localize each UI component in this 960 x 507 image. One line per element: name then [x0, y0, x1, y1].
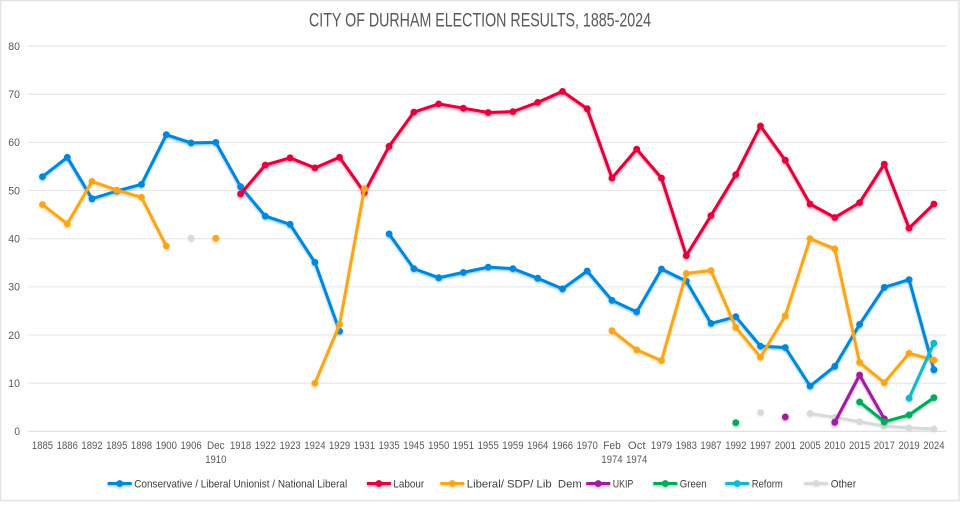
svg-text:Green: Green	[680, 478, 707, 490]
svg-text:1983: 1983	[676, 440, 697, 452]
svg-text:10: 10	[8, 378, 20, 390]
svg-text:70: 70	[8, 89, 20, 101]
svg-text:UKIP: UKIP	[613, 478, 634, 490]
svg-text:1918: 1918	[230, 440, 251, 452]
svg-text:2017: 2017	[874, 440, 895, 452]
svg-text:40: 40	[8, 234, 20, 246]
svg-text:Reform: Reform	[752, 478, 783, 490]
svg-text:Labour: Labour	[393, 478, 424, 490]
svg-text:1974: 1974	[601, 454, 622, 466]
svg-text:CITY OF DURHAM ELECTION RESULT: CITY OF DURHAM ELECTION RESULTS, 1885-20…	[309, 10, 651, 32]
svg-text:1906: 1906	[181, 440, 202, 452]
svg-text:1964: 1964	[527, 440, 548, 452]
svg-text:1951: 1951	[453, 440, 474, 452]
svg-text:Dec: Dec	[207, 440, 225, 452]
svg-text:1950: 1950	[428, 440, 449, 452]
svg-text:1898: 1898	[131, 440, 152, 452]
svg-text:30: 30	[8, 282, 20, 294]
svg-text:1945: 1945	[403, 440, 424, 452]
svg-text:1955: 1955	[478, 440, 499, 452]
svg-text:1922: 1922	[255, 440, 276, 452]
svg-text:0: 0	[14, 426, 20, 438]
svg-text:1959: 1959	[502, 440, 523, 452]
svg-text:1997: 1997	[750, 440, 771, 452]
svg-text:Conservative / Liberal Unionis: Conservative / Liberal Unionist / Nation…	[134, 478, 347, 490]
svg-text:Feb: Feb	[603, 440, 621, 452]
svg-text:1935: 1935	[379, 440, 400, 452]
svg-text:1895: 1895	[106, 440, 127, 452]
svg-text:1886: 1886	[57, 440, 78, 452]
svg-text:1992: 1992	[725, 440, 746, 452]
svg-text:60: 60	[8, 137, 20, 149]
svg-text:1900: 1900	[156, 440, 177, 452]
svg-text:1929: 1929	[329, 440, 350, 452]
svg-text:Oct: Oct	[628, 440, 646, 452]
svg-text:Liberal/ SDP/ Lib Dem: Liberal/ SDP/ Lib Dem	[467, 478, 582, 490]
svg-text:2010: 2010	[824, 440, 845, 452]
svg-text:1979: 1979	[651, 440, 672, 452]
svg-text:1892: 1892	[81, 440, 102, 452]
svg-text:2019: 2019	[899, 440, 920, 452]
svg-text:2015: 2015	[849, 440, 870, 452]
svg-text:1931: 1931	[354, 440, 375, 452]
svg-text:Other: Other	[831, 478, 857, 490]
svg-text:1910: 1910	[205, 454, 226, 466]
svg-text:2005: 2005	[800, 440, 821, 452]
svg-text:2001: 2001	[775, 440, 796, 452]
svg-text:2024: 2024	[923, 440, 944, 452]
svg-text:1974: 1974	[626, 454, 647, 466]
svg-text:1923: 1923	[280, 440, 301, 452]
svg-text:50: 50	[8, 185, 20, 197]
svg-text:1970: 1970	[577, 440, 598, 452]
svg-text:1885: 1885	[32, 440, 53, 452]
svg-text:1987: 1987	[700, 440, 721, 452]
svg-text:80: 80	[8, 41, 20, 53]
svg-text:1924: 1924	[304, 440, 325, 452]
svg-text:20: 20	[8, 330, 20, 342]
svg-text:1966: 1966	[552, 440, 573, 452]
